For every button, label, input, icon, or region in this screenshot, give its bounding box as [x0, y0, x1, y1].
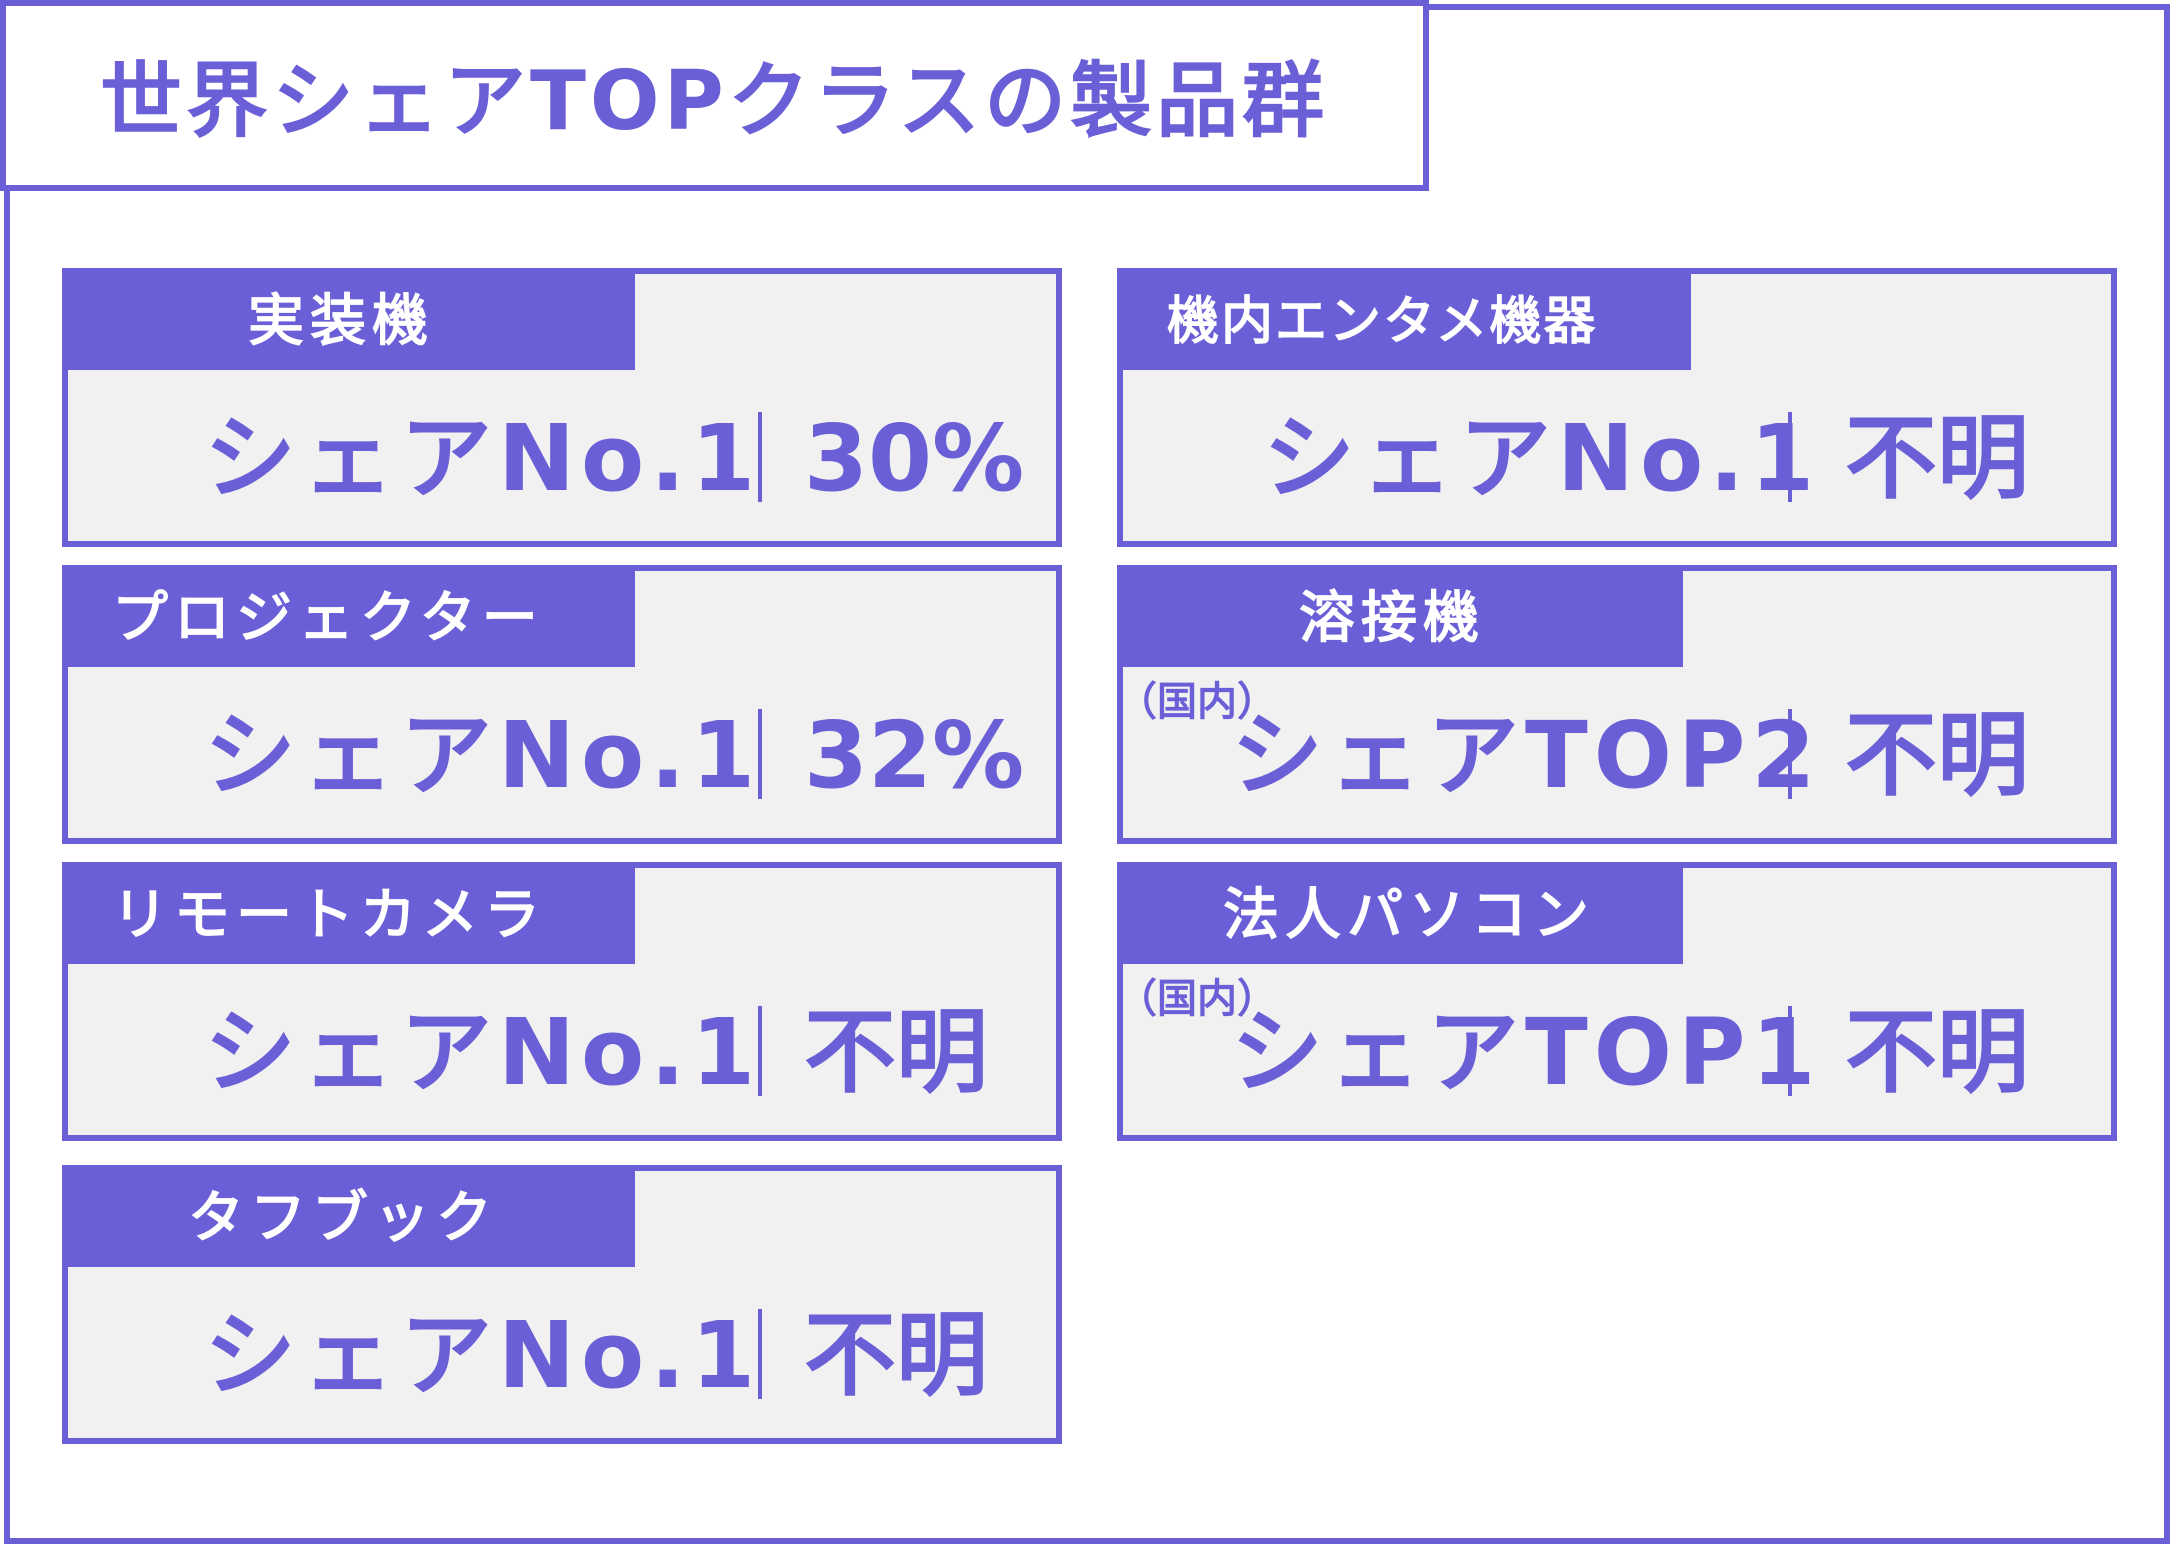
share-value: 不明 — [804, 999, 989, 1106]
share-value: 32% — [804, 702, 1025, 809]
product-card-welding-machine: 溶接機 （国内） シェアTOP2 不明 — [1117, 565, 2117, 844]
product-card-toughbook: タフブック シェアNo.1 不明 — [62, 1165, 1062, 1444]
product-name: 法人パソコン — [1123, 868, 1683, 964]
share-value: 不明 — [804, 1302, 989, 1409]
product-name: 実装機 — [68, 274, 635, 370]
share-rank: シェアTOP2 — [1231, 702, 1822, 809]
divider — [1788, 1006, 1792, 1096]
product-card-business-pc: 法人パソコン （国内） シェアTOP1 不明 — [1117, 862, 2117, 1141]
region-note: （国内） — [1117, 679, 1277, 725]
title-box: 世界シェアTOPクラスの製品群 — [0, 0, 1429, 191]
product-name: リモートカメラ — [68, 868, 635, 964]
divider — [1788, 709, 1792, 799]
product-card-inflight-entertainment: 機内エンタメ機器 シェアNo.1 不明 — [1117, 268, 2117, 547]
share-rank: シェアNo.1 — [204, 702, 762, 809]
region-note: （国内） — [1117, 976, 1277, 1022]
share-rank: シェアNo.1 — [1263, 405, 1821, 512]
page-title: 世界シェアTOPクラスの製品群 — [100, 54, 1329, 149]
product-name: 溶接機 — [1123, 571, 1683, 667]
share-value: 不明 — [1845, 999, 2030, 1106]
share-rank: シェアNo.1 — [204, 405, 762, 512]
share-value: 不明 — [1845, 702, 2030, 809]
product-card-mounter: 実装機 シェアNo.1 30% — [62, 268, 1062, 547]
product-name: 機内エンタメ機器 — [1123, 274, 1691, 370]
divider — [758, 412, 762, 502]
product-card-projector: プロジェクター シェアNo.1 32% — [62, 565, 1062, 844]
share-rank: シェアNo.1 — [204, 999, 762, 1106]
share-value: 30% — [804, 405, 1025, 512]
share-rank: シェアNo.1 — [204, 1302, 762, 1409]
share-rank: シェアTOP1 — [1231, 999, 1822, 1106]
divider — [758, 709, 762, 799]
divider — [758, 1309, 762, 1399]
divider — [758, 1006, 762, 1096]
divider — [1788, 412, 1792, 502]
product-name: タフブック — [68, 1171, 635, 1267]
product-name: プロジェクター — [68, 571, 635, 667]
share-value: 不明 — [1845, 405, 2030, 512]
product-card-remote-camera: リモートカメラ シェアNo.1 不明 — [62, 862, 1062, 1141]
